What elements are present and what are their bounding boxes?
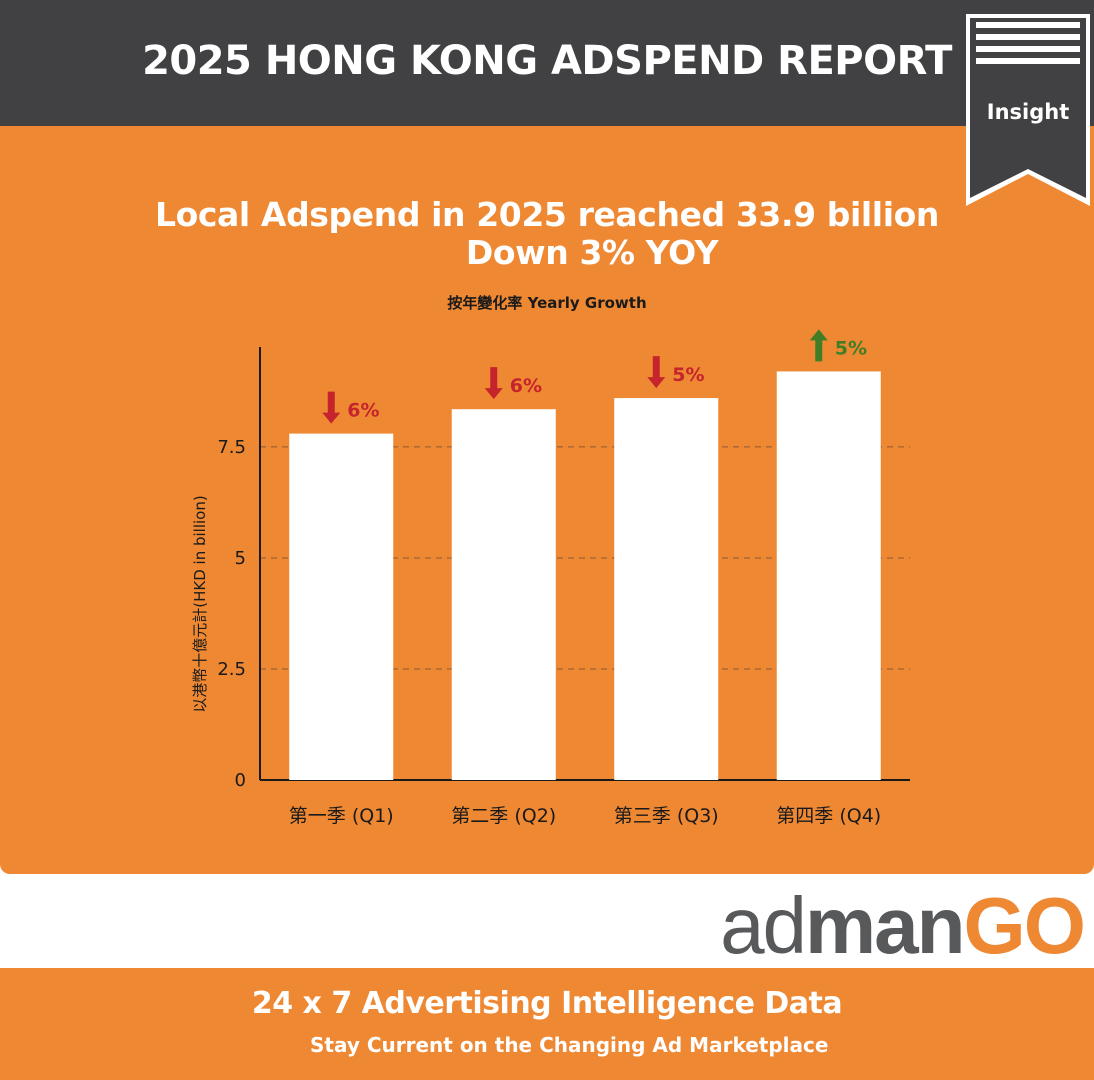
logo-part-man: man bbox=[805, 881, 965, 970]
bar bbox=[614, 398, 719, 780]
chart-subtitle: 按年變化率 Yearly Growth bbox=[447, 294, 647, 312]
growth-label: 6% bbox=[347, 400, 379, 422]
bar bbox=[289, 433, 394, 780]
headline: Local Adspend in 2025 reached 33.9 billi… bbox=[0, 196, 1094, 272]
x-tick-label: 第一季 (Q1) bbox=[289, 805, 394, 827]
arrow-up-icon bbox=[809, 329, 828, 362]
arrow-down-icon bbox=[322, 391, 341, 424]
logo-band bbox=[0, 874, 1094, 966]
footer-tagline: 24 x 7 Advertising Intelligence Data bbox=[251, 986, 843, 1021]
x-tick-label: 第二季 (Q2) bbox=[451, 805, 556, 827]
y-tick-label: 0 bbox=[235, 770, 246, 791]
x-tick-label: 第三季 (Q3) bbox=[614, 805, 719, 827]
y-tick-label: 5 bbox=[235, 548, 246, 569]
admango-logo: admanGO bbox=[720, 886, 1086, 966]
footer-bar bbox=[0, 968, 1094, 1080]
y-tick-label: 2.5 bbox=[217, 659, 246, 680]
growth-label: 5% bbox=[835, 337, 867, 359]
growth-label: 5% bbox=[672, 364, 704, 386]
logo-part-go: GO bbox=[963, 881, 1086, 970]
y-axis-label: 以港幣十億元計(HKD in billion) bbox=[191, 495, 209, 712]
y-tick-label: 7.5 bbox=[217, 437, 246, 458]
bar bbox=[776, 371, 881, 780]
bookmark-icon bbox=[966, 14, 1090, 206]
report-title: 2025 HONG KONG ADSPEND REPORT bbox=[142, 38, 952, 84]
arrow-down-icon bbox=[647, 356, 666, 389]
header-bar bbox=[0, 0, 1094, 128]
arrow-down-icon bbox=[484, 367, 503, 400]
x-tick-label: 第四季 (Q4) bbox=[776, 805, 881, 827]
growth-label: 6% bbox=[510, 375, 542, 397]
headline-line-2: Down 3% YOY bbox=[465, 233, 719, 272]
headline-line-1: Local Adspend in 2025 reached 33.9 billi… bbox=[155, 195, 939, 234]
bar bbox=[451, 409, 556, 780]
logo-part-ad: ad bbox=[720, 881, 807, 970]
footer-subtagline: Stay Current on the Changing Ad Marketpl… bbox=[310, 1033, 829, 1057]
bar-chart: 0 2.5 5 7.5 以港幣十億元計(HKD in billion) 第一季 (Q1) 6… bbox=[191, 329, 910, 827]
badge-label: Insight bbox=[986, 100, 1070, 124]
